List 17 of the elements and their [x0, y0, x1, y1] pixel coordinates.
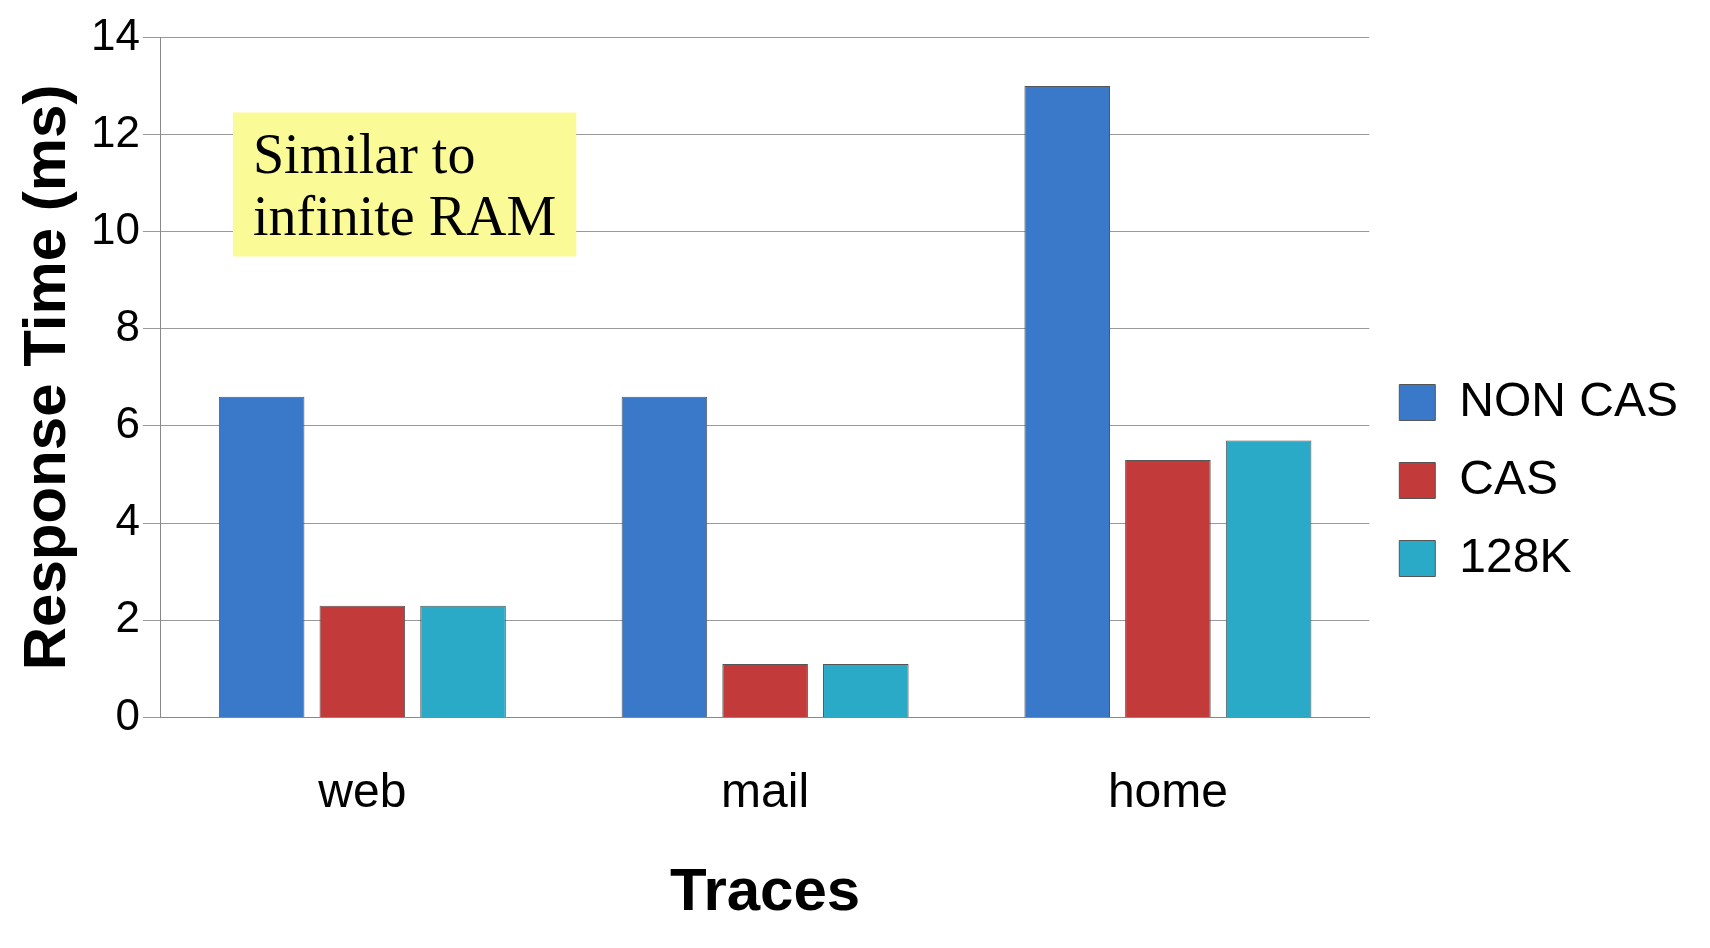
- x-axis-title: Traces: [670, 855, 861, 923]
- y-tick-label: 2: [115, 592, 140, 642]
- y-axis-title: Response Time (ms): [10, 84, 78, 671]
- y-tick-label: 0: [115, 689, 140, 739]
- legend-label: 128K: [1459, 528, 1572, 582]
- x-tick-label: home: [1107, 764, 1228, 818]
- y-tick-label: 14: [90, 9, 140, 59]
- legend-label: CAS: [1459, 450, 1559, 504]
- x-tick-label: web: [317, 764, 407, 818]
- y-tick-label: 8: [115, 300, 140, 350]
- y-tick-label: 10: [90, 203, 140, 253]
- x-tick-label: mail: [721, 764, 810, 818]
- y-tick-label: 6: [115, 398, 140, 448]
- y-tick-label: 12: [90, 106, 140, 156]
- legend-label: NON CAS: [1459, 372, 1679, 426]
- y-tick-label: 4: [115, 495, 140, 545]
- annotation: Similar to infinite RAM: [252, 123, 557, 248]
